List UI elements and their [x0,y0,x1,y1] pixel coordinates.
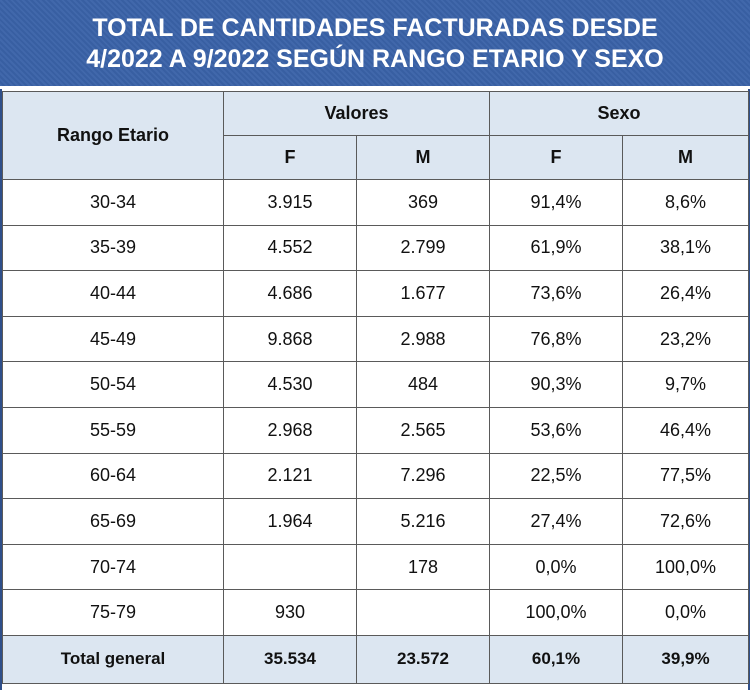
valores-f-cell: 4.530 [223,361,357,408]
valores-m-cell: 5.216 [355,498,491,545]
rango-cell: 65-69 [2,498,224,545]
valores-f-cell: 2.968 [223,406,357,454]
header-rango-etario: Rango Etario [2,91,224,180]
table-row: 60-64 2.121 7.296 22,5% 77,5% [2,452,750,500]
sexo-m-cell: 77,5% [622,452,750,500]
table-row: 65-69 1.964 5.216 27,4% 72,6% [2,498,750,545]
sexo-f-cell: 91,4% [489,179,624,226]
sexo-m-cell: 0,0% [622,589,750,636]
valores-m-cell: 484 [355,361,491,408]
valores-f-cell: 4.686 [223,270,357,317]
valores-f-cell: 4.552 [223,224,357,272]
sexo-f-cell: 76,8% [489,315,624,363]
total-row: Total general 35.534 23.572 60,1% 39,9% [2,634,750,684]
rango-cell: 55-59 [2,406,224,454]
valores-f-cell: 2.121 [223,452,357,500]
header-sexo-f: F [489,135,624,180]
sexo-f-cell: 61,9% [489,224,624,272]
rango-cell: 75-79 [2,589,224,636]
valores-f-cell: 930 [223,589,357,636]
sexo-f-cell: 73,6% [489,270,624,317]
report-title: TOTAL DE CANTIDADES FACTURADAS DESDE 4/2… [0,0,750,86]
rango-cell: 70-74 [2,543,224,591]
sexo-m-cell: 9,7% [622,361,750,408]
header-valores-m: M [355,135,491,180]
sexo-m-cell: 46,4% [622,406,750,454]
sexo-m-cell: 72,6% [622,498,750,545]
rango-cell: 50-54 [2,361,224,408]
valores-m-cell: 2.799 [355,224,491,272]
sexo-f-cell: 0,0% [489,543,624,591]
rango-cell: 45-49 [2,315,224,363]
valores-m-cell [355,589,491,636]
table-row: 40-44 4.686 1.677 73,6% 26,4% [2,270,750,317]
sexo-f-cell: 53,6% [489,406,624,454]
table-row: 70-74 178 0,0% 100,0% [2,543,750,591]
title-line-1: TOTAL DE CANTIDADES FACTURADAS DESDE [92,14,658,42]
header-sexo-m: M [622,135,750,180]
sexo-f-cell: 90,3% [489,361,624,408]
table-row: 30-34 3.915 369 91,4% 8,6% [2,179,750,226]
header-valores-f: F [223,135,357,180]
rango-cell: 40-44 [2,270,224,317]
title-line-2: 4/2022 A 9/2022 SEGÚN RANGO ETARIO Y SEX… [86,45,664,73]
sexo-f-cell: 100,0% [489,589,624,636]
valores-f-cell [223,543,357,591]
valores-m-cell: 2.988 [355,315,491,363]
rango-cell: 30-34 [2,179,224,226]
rango-cell: 60-64 [2,452,224,500]
table-row: 45-49 9.868 2.988 76,8% 23,2% [2,315,750,363]
sexo-m-cell: 38,1% [622,224,750,272]
table-row: 75-79 930 100,0% 0,0% [2,589,750,636]
sexo-m-cell: 23,2% [622,315,750,363]
valores-m-cell: 178 [355,543,491,591]
total-valores-f: 35.534 [223,634,357,684]
valores-m-cell: 369 [355,179,491,226]
valores-f-cell: 3.915 [223,179,357,226]
total-label: Total general [2,634,224,684]
valores-m-cell: 1.677 [355,270,491,317]
valores-m-cell: 2.565 [355,406,491,454]
data-table: Rango Etario Valores Sexo F M F M 30-34 3… [2,91,750,684]
total-sexo-m: 39,9% [622,634,750,684]
sexo-m-cell: 100,0% [622,543,750,591]
header-sexo: Sexo [489,91,750,136]
rango-cell: 35-39 [2,224,224,272]
header-valores: Valores [222,91,491,136]
valores-f-cell: 1.964 [223,498,357,545]
total-sexo-f: 60,1% [489,634,624,684]
table-row: 50-54 4.530 484 90,3% 9,7% [2,361,750,408]
sexo-m-cell: 8,6% [622,179,750,226]
table-row: 55-59 2.968 2.565 53,6% 46,4% [2,406,750,454]
table-row: 35-39 4.552 2.799 61,9% 38,1% [2,224,750,272]
sexo-f-cell: 22,5% [489,452,624,500]
total-valores-m: 23.572 [355,634,491,684]
sexo-f-cell: 27,4% [489,498,624,545]
valores-f-cell: 9.868 [223,315,357,363]
sexo-m-cell: 26,4% [622,270,750,317]
valores-m-cell: 7.296 [355,452,491,500]
